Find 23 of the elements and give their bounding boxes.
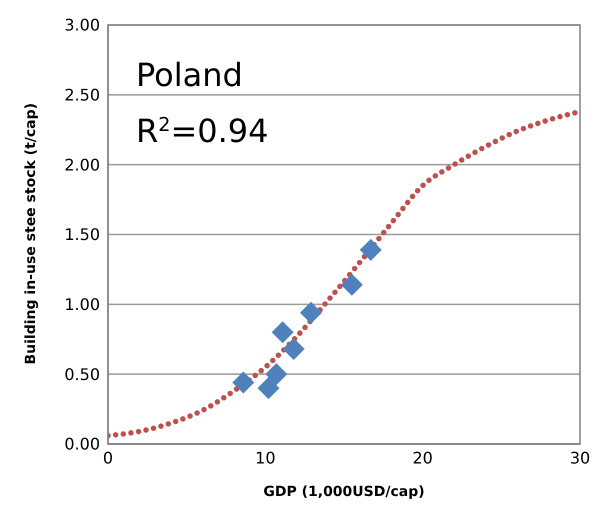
y-tick-label: 3.00 [64,16,100,35]
y-tick-label: 0.50 [64,364,100,384]
point [265,363,288,386]
x-tick-label: 10 [255,448,276,468]
y-tick-label: 2.00 [64,155,100,174]
y-tick-label: 0.00 [64,434,100,454]
point [232,372,254,394]
y-tick-label: 1.50 [64,225,100,244]
point [300,302,322,324]
x-axis-title: GDP (1,000USD/cap) [263,484,425,500]
y-tick-label: 2.50 [64,86,100,105]
x-tick-label: 0 [102,448,114,468]
y-axis-title: Building in-use stee stock (t/cap) [22,102,39,364]
annotation: Poland [136,56,243,94]
y-tick-label: 1.00 [64,295,100,314]
x-tick-label: 30 [570,448,590,468]
point [340,274,363,296]
point [360,238,382,261]
point [272,321,294,344]
x-tick-label: 20 [412,448,433,468]
point [282,338,305,360]
annotation: R$^{2}$=0.94 [136,112,269,150]
point [257,377,280,400]
